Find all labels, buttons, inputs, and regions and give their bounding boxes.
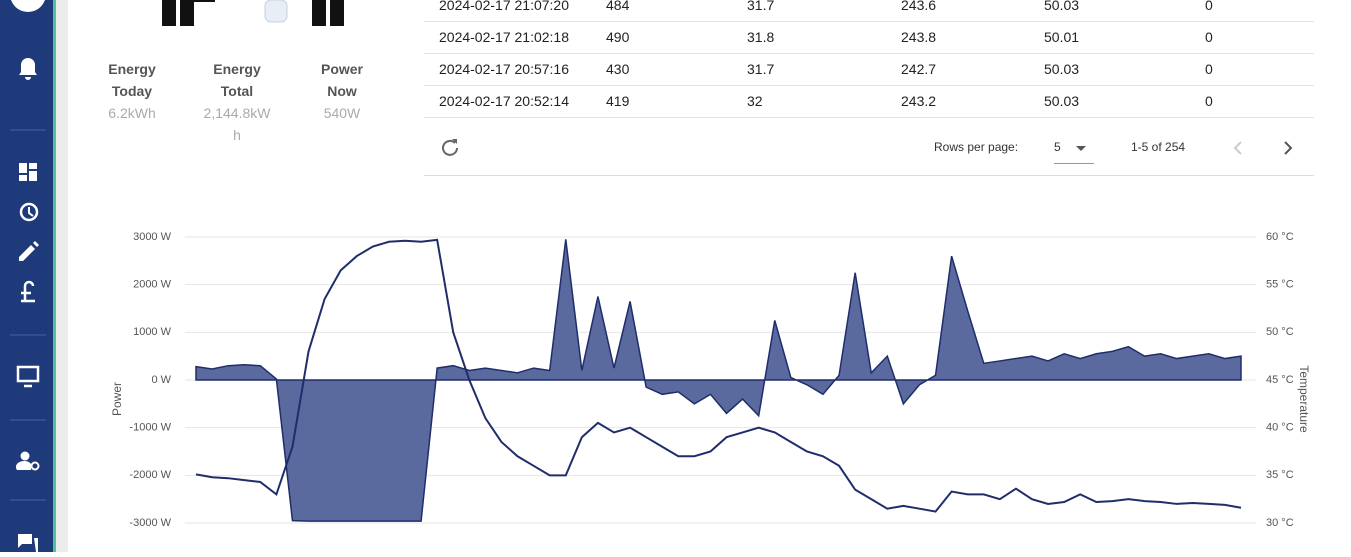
table-cell: 419 — [606, 93, 630, 109]
connector-image — [312, 0, 344, 26]
stat: Energy Today 6.2kWh — [96, 58, 168, 124]
y-tick-label: -2000 W — [129, 469, 171, 481]
table-cell: 243.2 — [901, 93, 937, 109]
table-cell: 50.01 — [1044, 29, 1080, 45]
currency-icon[interactable] — [21, 280, 35, 303]
table-cell: 31.8 — [747, 29, 775, 45]
table-cell: 31.7 — [747, 0, 775, 13]
meter-image — [264, 0, 288, 23]
monitor-icon[interactable] — [16, 365, 40, 383]
y2-tick-label: 40 °C — [1266, 422, 1294, 434]
table-cell: 0 — [1205, 0, 1213, 13]
table-cell: 32 — [747, 93, 763, 109]
gear-icon — [30, 461, 40, 471]
power-area — [195, 239, 1242, 522]
table-cell: 242.7 — [901, 61, 937, 77]
sidebar — [0, 0, 56, 552]
next-page[interactable] — [1284, 141, 1293, 155]
table-cell: 50.03 — [1044, 0, 1080, 13]
y-tick-label: 2000 W — [133, 279, 172, 291]
table-cell: 2024-02-17 21:07:20 — [439, 0, 569, 13]
chat-icon[interactable] — [18, 534, 38, 552]
y2-tick-label: 30 °C — [1266, 517, 1294, 529]
y-tick-label: 1000 W — [133, 326, 172, 338]
y2-tick-label: 35 °C — [1266, 469, 1294, 481]
row-divider — [424, 21, 1314, 22]
stat-value: 2,144.8kWh — [203, 105, 271, 143]
table-cell: 484 — [606, 0, 630, 13]
pager-arrows — [1233, 141, 1293, 155]
y2-axis-title: Temperature — [1297, 365, 1311, 433]
stat: Power Now 540W — [306, 58, 378, 124]
table-cell: 50.03 — [1044, 61, 1080, 77]
y2-tick-label: 45 °C — [1266, 374, 1294, 386]
dropdown-caret — [1076, 146, 1086, 151]
rows-per-page-select[interactable]: 5 — [1054, 140, 1094, 164]
active-indicator — [53, 0, 56, 552]
table-cell: 0 — [1205, 93, 1213, 109]
y-axis-title: Power — [110, 382, 124, 416]
connector-image — [162, 0, 215, 26]
y-tick-label: -1000 W — [129, 422, 171, 434]
table-cell: 2024-02-17 20:52:14 — [439, 93, 569, 109]
row-divider — [424, 53, 1314, 54]
table-cell: 31.7 — [747, 61, 775, 77]
row-divider — [424, 85, 1314, 86]
user-body — [15, 460, 31, 470]
stat-label: Energy Today — [108, 61, 156, 99]
table-cell: 50.03 — [1044, 93, 1080, 109]
history-icon[interactable] — [19, 202, 39, 222]
y2-tick-label: 50 °C — [1266, 326, 1294, 338]
y-tick-label: 3000 W — [133, 231, 172, 243]
temperature-line — [195, 238, 1242, 513]
bell-icon[interactable] — [19, 58, 37, 80]
table-cell: 430 — [606, 61, 630, 77]
y2-tick-label: 60 °C — [1266, 231, 1294, 243]
y-tick-label: -3000 W — [129, 517, 171, 529]
prev-page[interactable] — [1233, 141, 1242, 155]
table-cell: 2024-02-17 20:57:16 — [439, 61, 569, 77]
dashboard-icon[interactable] — [19, 163, 37, 181]
avatar[interactable] — [10, 0, 46, 12]
y2-tick-label: 55 °C — [1266, 279, 1294, 291]
stat-label: Power Now — [320, 61, 363, 99]
y-tick-label: 0 W — [151, 374, 171, 386]
sidebar-icons — [10, 0, 46, 552]
card-edge — [424, 175, 1314, 176]
refresh-icon[interactable] — [438, 136, 462, 160]
device-images — [162, 0, 344, 26]
stat-label: Energy Total — [213, 61, 261, 99]
edit-icon[interactable] — [19, 241, 39, 261]
stat-value: 540W — [323, 105, 361, 121]
table-cell: 243.6 — [901, 0, 937, 13]
gutter — [56, 0, 68, 552]
stat: Energy Total 2,144.8kWh — [201, 58, 273, 146]
stat-value: 6.2kWh — [108, 105, 156, 121]
table-cell: 243.8 — [901, 29, 937, 45]
table-cell: 0 — [1205, 61, 1213, 77]
row-divider — [424, 117, 1314, 118]
page-range: 1-5 of 254 — [1131, 140, 1186, 154]
rows-per-page-label: Rows per page: — [934, 140, 1019, 154]
table-cell: 0 — [1205, 29, 1213, 45]
history-hand — [28, 207, 34, 217]
user-icon[interactable] — [20, 451, 30, 461]
table-cell: 2024-02-17 21:02:18 — [439, 29, 569, 45]
table-cell: 490 — [606, 29, 630, 45]
